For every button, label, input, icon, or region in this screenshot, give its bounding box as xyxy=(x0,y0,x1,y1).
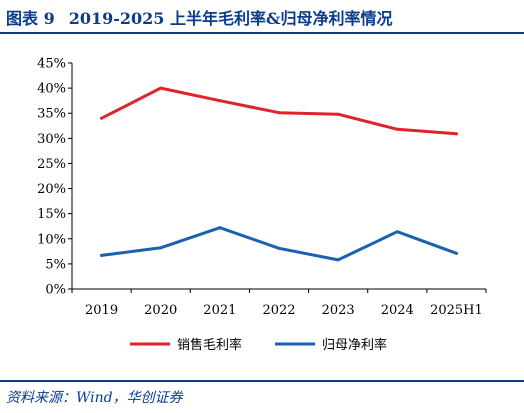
chart-title: 图表 9 2019-2025 上半年毛利率&归母净利率情况 xyxy=(6,5,392,29)
x-tick-label: 2020 xyxy=(144,303,177,318)
data-point xyxy=(159,86,163,90)
x-tick-label: 2023 xyxy=(322,303,355,318)
title-divider xyxy=(0,32,524,34)
figure-number: 图表 9 xyxy=(6,9,55,28)
x-tick-label: 2025H1 xyxy=(430,303,483,318)
x-tick-label: 2022 xyxy=(262,303,295,318)
y-tick-label: 5% xyxy=(45,257,66,272)
data-point xyxy=(277,111,281,115)
legend-label-2: 归母净利率 xyxy=(322,337,387,353)
x-tick-label: 2019 xyxy=(85,303,118,318)
data-point xyxy=(454,251,458,255)
source-divider xyxy=(0,380,524,382)
x-tick-label: 2024 xyxy=(381,303,414,318)
data-point xyxy=(100,116,104,120)
y-tick-label: 10% xyxy=(37,232,66,247)
data-point xyxy=(336,112,340,116)
data-point xyxy=(218,99,222,103)
data-point xyxy=(336,258,340,262)
data-point xyxy=(159,246,163,250)
chart: 0% 5% 10% 15% 20% 25% 30% 35% 40% 45% 2019 2020 2021… xyxy=(37,57,487,353)
y-tick-label: 15% xyxy=(37,207,66,222)
data-point xyxy=(277,246,281,250)
y-tick-label: 40% xyxy=(37,82,66,97)
series-line-2 xyxy=(100,226,458,262)
data-point xyxy=(454,132,458,136)
y-tick-label: 0% xyxy=(45,283,66,298)
title-text: 2019-2025 上半年毛利率&归母净利率情况 xyxy=(68,9,393,28)
source-note: 资料来源：Wind，华创证券 xyxy=(6,390,183,406)
data-point xyxy=(100,253,104,257)
legend-label-1: 销售毛利率 xyxy=(177,337,242,353)
y-tick-label: 45% xyxy=(37,57,66,72)
data-point xyxy=(395,127,399,131)
x-tick-label: 2021 xyxy=(203,303,236,318)
y-tick-label: 20% xyxy=(37,182,66,197)
y-tick-label: 35% xyxy=(37,107,66,122)
y-tick-label: 30% xyxy=(37,132,66,147)
data-point xyxy=(395,230,399,234)
data-point xyxy=(218,226,222,230)
y-tick-label: 25% xyxy=(37,157,66,172)
series-line-1 xyxy=(100,86,458,136)
